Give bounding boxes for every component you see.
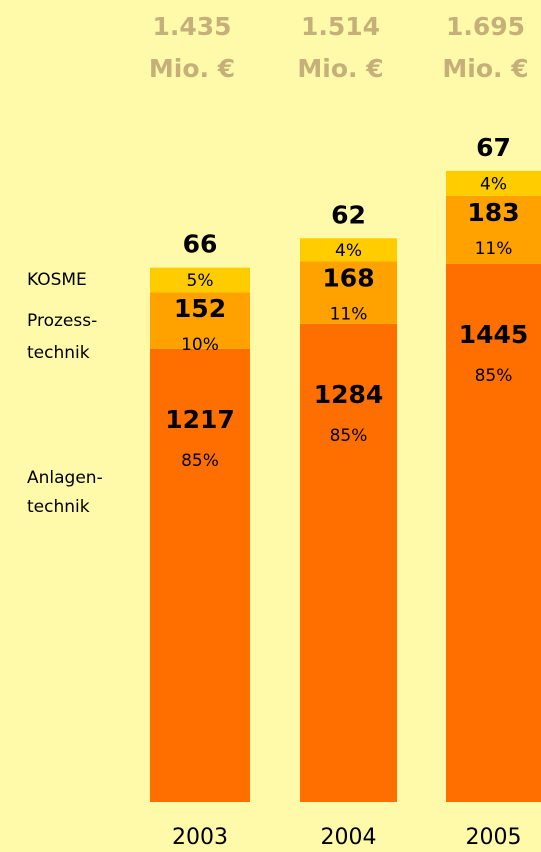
value-label: 1217: [165, 405, 235, 434]
value-label: 183: [467, 198, 519, 227]
share-label: 85%: [181, 451, 219, 471]
legend-label: KOSME: [27, 270, 87, 290]
legend-line: Anlagen-: [27, 468, 103, 488]
total-unit: Mio. €: [149, 54, 235, 83]
bar-segment: [150, 267, 250, 293]
bar-segment: [300, 323, 397, 802]
total-label: 1.695: [446, 12, 525, 41]
bar-segment: [150, 348, 250, 802]
total-label: 1.435: [152, 12, 231, 41]
value-label: 168: [322, 263, 374, 292]
legend-line: technik: [27, 497, 90, 517]
value-label: 1284: [314, 380, 384, 409]
legend-label: Prozess-technik: [27, 311, 97, 363]
value-label: 62: [331, 200, 366, 229]
total-unit: Mio. €: [297, 54, 383, 83]
share-label: 11%: [475, 239, 513, 259]
bar-segment: [150, 292, 250, 349]
bar-segment: [300, 238, 397, 262]
total-unit: Mio. €: [442, 54, 528, 83]
x-tick-label: 2003: [172, 825, 228, 850]
value-label: 152: [174, 294, 226, 323]
share-label: 85%: [330, 426, 368, 446]
bar-segment: [446, 170, 541, 196]
share-label: 11%: [330, 304, 368, 324]
x-tick-label: 2004: [321, 825, 377, 850]
bar-segment: [446, 195, 541, 264]
legend-line: Prozess-: [27, 311, 97, 331]
bar-segment: [300, 261, 397, 324]
legend-line: technik: [27, 343, 90, 363]
value-label: 67: [476, 133, 511, 162]
legend-label: Anlagen-technik: [27, 468, 103, 517]
share-label: 85%: [475, 366, 513, 386]
x-tick-label: 2005: [466, 825, 522, 850]
share-label: 4%: [480, 174, 507, 194]
share-label: 10%: [181, 335, 219, 355]
value-label: 66: [183, 230, 218, 259]
legend-line: KOSME: [27, 270, 87, 290]
total-label: 1.514: [301, 12, 380, 41]
share-label: 4%: [335, 241, 362, 261]
bar-segment: [446, 263, 541, 802]
value-label: 1445: [459, 320, 529, 349]
share-label: 5%: [187, 271, 214, 291]
